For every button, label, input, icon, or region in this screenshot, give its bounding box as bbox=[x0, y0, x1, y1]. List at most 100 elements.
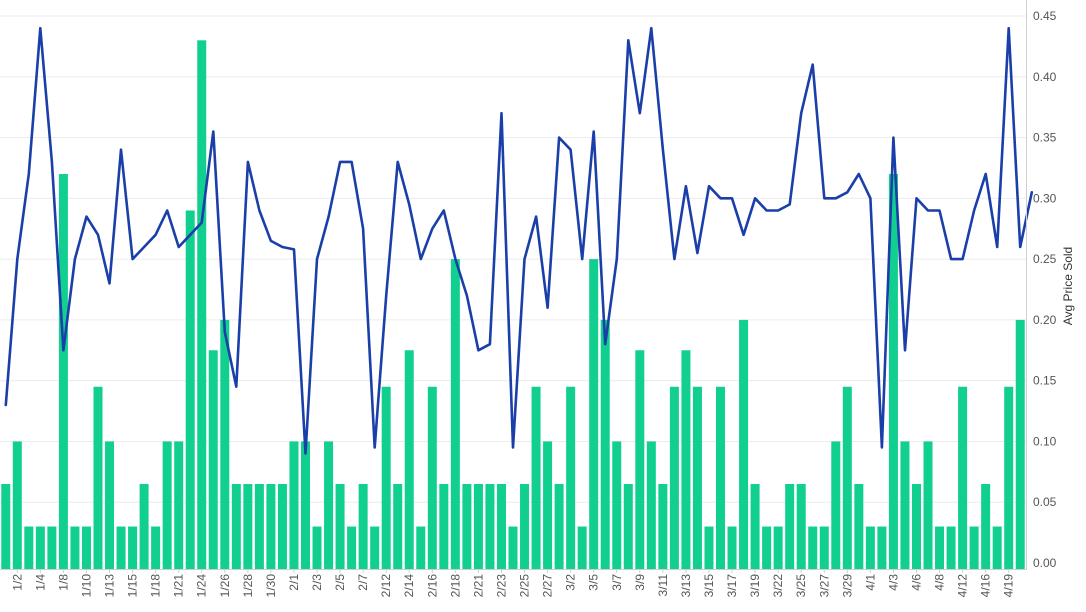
series-line bbox=[4, 26, 1034, 455]
bar bbox=[12, 441, 22, 569]
y-axis-ticks: 0.00 0.05 0.10 0.15 0.20 0.25 0.30 0.35 0.40 0.45 bbox=[1033, 9, 1057, 570]
bar bbox=[231, 483, 241, 569]
bar bbox=[577, 526, 587, 569]
bar bbox=[854, 483, 864, 569]
bar bbox=[1, 483, 11, 569]
bar bbox=[669, 386, 679, 569]
bar bbox=[773, 526, 783, 569]
bar bbox=[81, 526, 91, 569]
y-tick-label: 0.10 bbox=[1033, 434, 1057, 448]
x-tick-label: 2/3 bbox=[310, 574, 324, 591]
x-tick-label: 2/12 bbox=[379, 574, 393, 598]
bar bbox=[958, 386, 968, 569]
bar bbox=[254, 483, 264, 569]
bar bbox=[370, 526, 380, 569]
x-tick-label: 1/18 bbox=[149, 574, 163, 598]
bar bbox=[439, 483, 449, 569]
bar bbox=[612, 441, 622, 569]
bar bbox=[750, 483, 760, 569]
y-axis-label: Avg Price Sold bbox=[1061, 247, 1075, 326]
bar bbox=[197, 40, 207, 570]
bar bbox=[681, 350, 691, 569]
y-tick-label: 0.00 bbox=[1033, 556, 1057, 570]
x-tick-label: 3/17 bbox=[725, 574, 739, 598]
x-tick-label: 3/11 bbox=[656, 574, 670, 597]
bar-series bbox=[1, 40, 1025, 570]
bar bbox=[324, 441, 334, 569]
y-tick-label: 0.05 bbox=[1033, 495, 1057, 509]
bar bbox=[739, 319, 749, 569]
bar bbox=[819, 526, 829, 569]
x-tick-label: 1/26 bbox=[218, 574, 232, 598]
bar bbox=[531, 386, 541, 569]
x-tick-label: 4/8 bbox=[933, 574, 947, 591]
bar bbox=[796, 483, 806, 569]
bar bbox=[704, 526, 714, 569]
bar bbox=[692, 386, 702, 569]
x-tick-label: 1/21 bbox=[172, 574, 186, 598]
bar bbox=[1004, 386, 1014, 569]
x-tick-label: 1/8 bbox=[56, 574, 70, 591]
bar bbox=[128, 526, 138, 569]
x-tick-label: 2/27 bbox=[541, 574, 555, 598]
bar bbox=[969, 526, 979, 569]
bar bbox=[635, 350, 645, 569]
bar bbox=[416, 526, 426, 569]
bar bbox=[911, 483, 921, 569]
x-tick-label: 1/30 bbox=[264, 574, 278, 598]
y-tick-label: 0.40 bbox=[1033, 70, 1057, 84]
bar bbox=[381, 386, 391, 569]
bar bbox=[58, 174, 68, 569]
y-tick-label: 0.45 bbox=[1033, 9, 1057, 23]
bar bbox=[473, 483, 483, 569]
bar bbox=[208, 350, 218, 569]
bar bbox=[462, 483, 472, 569]
bar bbox=[289, 441, 299, 569]
bar bbox=[842, 386, 852, 569]
bar bbox=[485, 483, 495, 569]
bar bbox=[393, 483, 403, 569]
y-tick-label: 0.35 bbox=[1033, 131, 1057, 145]
x-tick-label: 1/24 bbox=[195, 574, 209, 598]
bar bbox=[427, 386, 437, 569]
bar bbox=[450, 259, 460, 569]
bar bbox=[946, 526, 956, 569]
x-tick-label: 3/2 bbox=[564, 574, 578, 591]
y-tick-label: 0.25 bbox=[1033, 252, 1057, 266]
bar bbox=[347, 526, 357, 569]
x-tick-label: 3/25 bbox=[794, 574, 808, 598]
x-tick-label: 1/13 bbox=[103, 574, 117, 598]
bar bbox=[404, 350, 414, 569]
bar bbox=[762, 526, 772, 569]
bar bbox=[589, 259, 599, 569]
bar bbox=[277, 483, 287, 569]
bar bbox=[93, 386, 103, 569]
bar bbox=[139, 483, 149, 569]
x-tick-label: 2/25 bbox=[518, 574, 532, 598]
bar bbox=[992, 526, 1002, 569]
x-tick-label: 2/16 bbox=[425, 574, 439, 598]
x-tick-label: 3/5 bbox=[587, 574, 601, 591]
bar bbox=[185, 210, 195, 569]
bar bbox=[47, 526, 57, 569]
x-tick-label: 4/19 bbox=[1002, 574, 1016, 598]
bar bbox=[162, 441, 172, 569]
bar bbox=[520, 483, 530, 569]
bar bbox=[35, 526, 45, 569]
x-tick-label: 3/27 bbox=[817, 574, 831, 598]
y-tick-label: 0.30 bbox=[1033, 191, 1057, 205]
bar bbox=[24, 526, 34, 569]
bar bbox=[266, 483, 276, 569]
bar bbox=[623, 483, 633, 569]
bar bbox=[70, 526, 80, 569]
bar bbox=[300, 441, 310, 569]
bar bbox=[600, 319, 610, 569]
bar bbox=[358, 483, 368, 569]
x-tick-label: 3/13 bbox=[679, 574, 693, 598]
bar bbox=[646, 441, 656, 569]
x-tick-label: 3/19 bbox=[748, 574, 762, 598]
x-tick-label: 1/15 bbox=[126, 574, 140, 598]
bar bbox=[877, 526, 887, 569]
x-tick-label: 2/23 bbox=[495, 574, 509, 598]
